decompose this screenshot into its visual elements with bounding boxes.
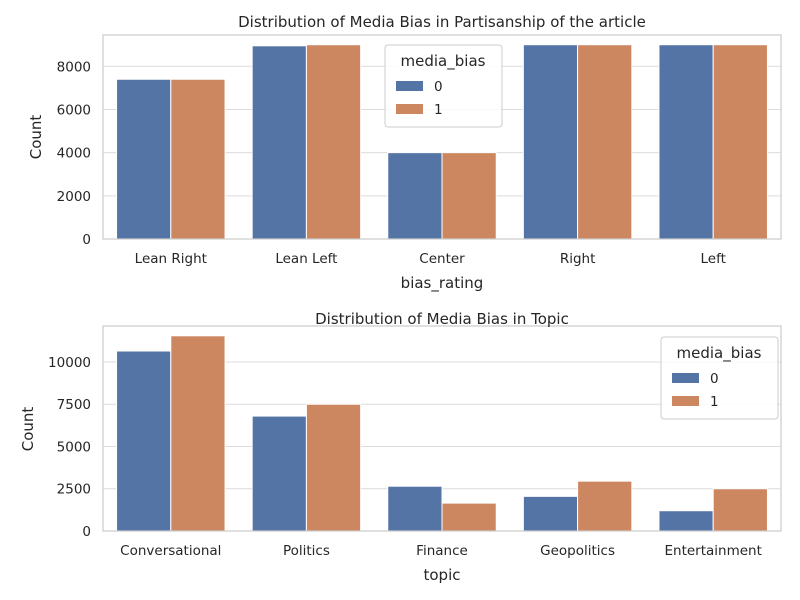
chart2-legend-swatch-0 (672, 373, 699, 383)
chart2-legend-label-1: 1 (710, 394, 719, 410)
y-tick-label: 7500 (57, 397, 91, 413)
bar (116, 78, 172, 240)
x-tick-label: Geopolitics (540, 543, 615, 559)
chart2-frame (102, 325, 782, 532)
chart-panel-1: Distribution of Media Bias in Partisansh… (27, 13, 782, 293)
chart1-legend-swatch-0 (396, 81, 423, 91)
x-tick-label: Entertainment (664, 543, 761, 559)
chart2-legend: media_bias 0 1 (660, 336, 779, 420)
y-tick-label: 4000 (57, 146, 91, 162)
x-tick-label: Politics (283, 543, 330, 559)
bar (577, 480, 633, 532)
x-tick-label: Conversational (120, 543, 221, 559)
bar (522, 495, 579, 532)
bar (305, 403, 362, 532)
bar (305, 44, 362, 240)
bar (387, 485, 443, 532)
chart2-yticks: 0 2500 5000 7500 10000 (48, 355, 91, 540)
chart1-legend: media_bias 0 1 (384, 44, 503, 128)
bar (658, 510, 714, 532)
chart2-xlabel: topic (424, 566, 461, 584)
chart2-legend-label-0: 0 (710, 371, 719, 387)
bar (441, 502, 497, 532)
y-tick-label: 2500 (57, 482, 91, 498)
y-tick-label: 5000 (57, 439, 91, 455)
chart2-legend-swatch-1 (672, 396, 699, 406)
x-tick-label: Left (700, 251, 725, 267)
bar (251, 415, 307, 532)
chart1-yticks: 0 2000 4000 6000 8000 (57, 59, 91, 248)
chart1-legend-swatch-1 (396, 104, 423, 114)
x-tick-label: Right (560, 251, 596, 267)
y-tick-label: 8000 (57, 59, 91, 75)
bar (522, 44, 579, 240)
chart1-xticks: Lean Right Lean Left Center Right Left (135, 251, 726, 267)
chart1-legend-title: media_bias (401, 52, 486, 71)
chart1-title: Distribution of Media Bias in Partisansh… (238, 13, 646, 31)
y-tick-label: 0 (82, 232, 91, 248)
y-tick-label: 10000 (48, 355, 91, 371)
bar (251, 45, 307, 240)
x-tick-label: Finance (416, 543, 468, 559)
x-tick-label: Lean Right (135, 251, 207, 267)
x-tick-label: Center (419, 251, 465, 267)
bar (170, 78, 226, 240)
bar (712, 44, 768, 240)
chart1-frame (102, 34, 782, 240)
y-tick-label: 0 (82, 524, 91, 540)
bar (577, 44, 633, 240)
bar (387, 152, 443, 240)
y-tick-label: 2000 (57, 189, 91, 205)
x-tick-label: Lean Left (275, 251, 337, 267)
chart1-legend-label-0: 0 (434, 79, 443, 95)
chart1-legend-label-1: 1 (434, 102, 443, 118)
chart2-bars (116, 335, 768, 532)
bar (441, 152, 497, 240)
chart2-title: Distribution of Media Bias in Topic (315, 310, 569, 328)
chart1-bars (116, 44, 768, 240)
chart2-ylabel: Count (19, 407, 37, 452)
chart-panel-2: Distribution of Media Bias in Topic Coun… (19, 310, 782, 584)
bar (116, 350, 172, 532)
y-tick-label: 6000 (57, 102, 91, 118)
bar (712, 488, 768, 532)
chart2-legend-title: media_bias (677, 344, 762, 363)
chart2-xticks: Conversational Politics Finance Geopolitics… (120, 543, 762, 559)
bar (170, 335, 226, 532)
bar (658, 44, 714, 240)
chart1-ylabel: Count (27, 115, 45, 160)
chart1-xlabel: bias_rating (401, 274, 484, 293)
